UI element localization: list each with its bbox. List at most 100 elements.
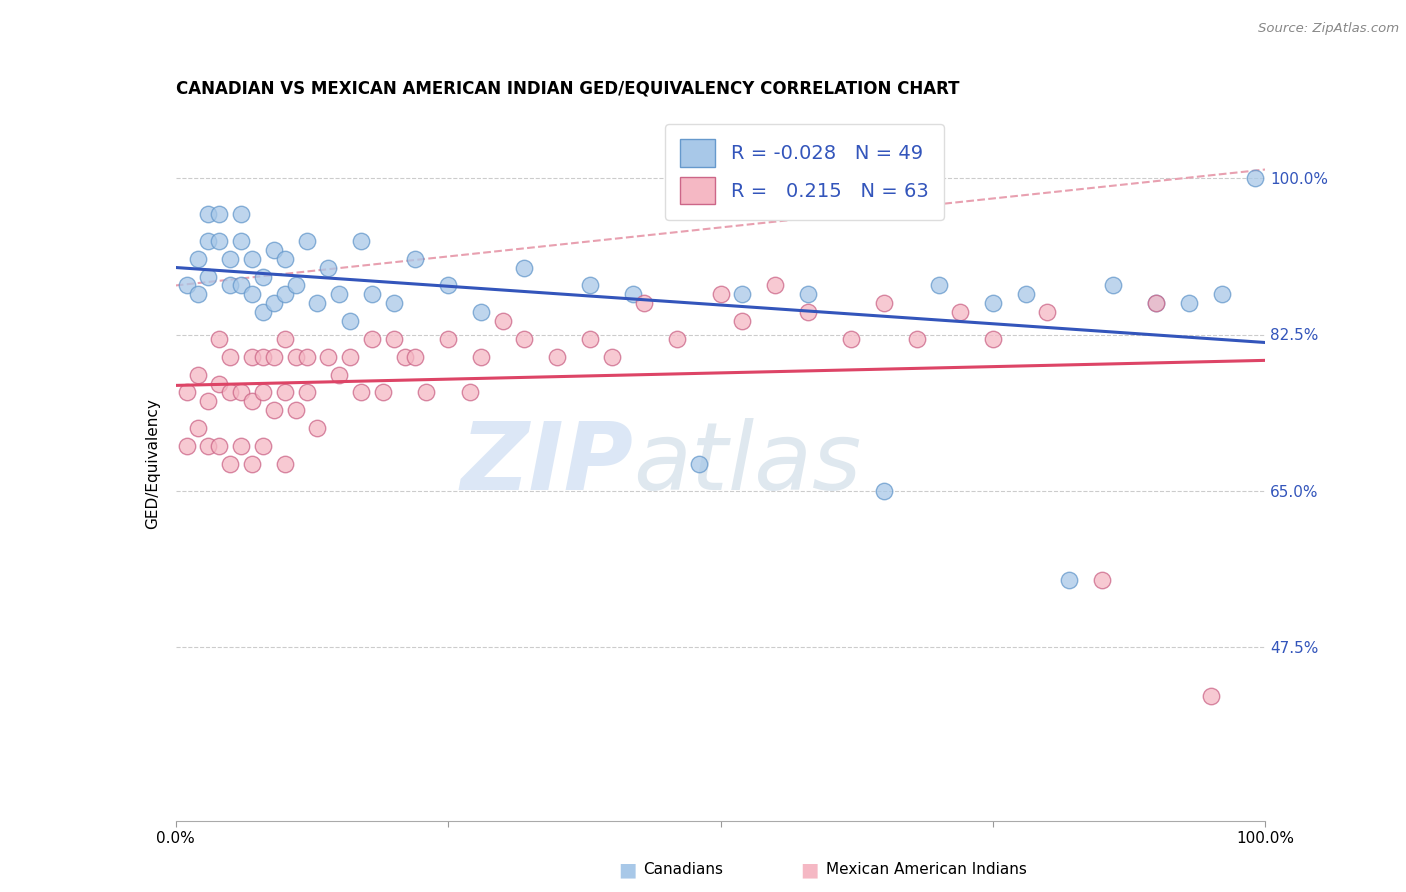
Point: [328, 287, 350, 301]
Point: [841, 332, 863, 346]
Point: [437, 332, 460, 346]
Point: [981, 296, 1004, 310]
Point: [360, 287, 382, 301]
Point: [295, 234, 318, 248]
Point: [405, 252, 427, 266]
Point: [208, 332, 231, 346]
Point: [240, 252, 263, 266]
Point: [949, 305, 972, 319]
Point: [295, 350, 318, 364]
Text: Mexican American Indians: Mexican American Indians: [825, 863, 1026, 877]
Point: [231, 278, 253, 293]
Point: [231, 234, 253, 248]
Point: [197, 207, 219, 221]
Point: [176, 278, 198, 293]
Point: [710, 287, 733, 301]
Point: [339, 350, 361, 364]
Point: [186, 368, 209, 382]
Point: [176, 439, 198, 453]
Point: [405, 350, 427, 364]
Point: [546, 350, 568, 364]
Legend: R = -0.028   N = 49, R =   0.215   N = 63: R = -0.028 N = 49, R = 0.215 N = 63: [665, 124, 945, 219]
Point: [240, 350, 263, 364]
Point: [263, 403, 285, 417]
Point: [371, 385, 394, 400]
Point: [492, 314, 515, 328]
Point: [905, 332, 928, 346]
Text: Source: ZipAtlas.com: Source: ZipAtlas.com: [1258, 22, 1399, 36]
Point: [513, 260, 536, 275]
Point: [1211, 287, 1233, 301]
Point: [208, 234, 231, 248]
Point: [197, 234, 219, 248]
Point: [382, 332, 405, 346]
Point: [197, 439, 219, 453]
Point: [1199, 689, 1222, 703]
Text: ZIP: ZIP: [461, 417, 633, 510]
Point: [252, 439, 274, 453]
Point: [796, 287, 818, 301]
Point: [796, 305, 818, 319]
Point: [1144, 296, 1167, 310]
Point: [1057, 573, 1080, 587]
Point: [284, 278, 307, 293]
Point: [231, 439, 253, 453]
Point: [360, 332, 382, 346]
Point: [1015, 287, 1038, 301]
Text: ■: ■: [800, 860, 818, 880]
Point: [219, 350, 242, 364]
Point: [350, 385, 373, 400]
Point: [186, 421, 209, 435]
Point: [240, 457, 263, 471]
Point: [394, 350, 416, 364]
Point: [688, 457, 710, 471]
Point: [307, 421, 329, 435]
Point: [928, 278, 950, 293]
Point: [621, 287, 644, 301]
Point: [274, 287, 297, 301]
Point: [513, 332, 536, 346]
Point: [263, 350, 285, 364]
Point: [1036, 305, 1059, 319]
Point: [284, 403, 307, 417]
Point: [208, 207, 231, 221]
Point: [186, 252, 209, 266]
Point: [873, 483, 896, 498]
Point: [731, 287, 754, 301]
Point: [1243, 171, 1265, 186]
Point: [318, 350, 340, 364]
Point: [263, 296, 285, 310]
Point: [284, 350, 307, 364]
Text: CANADIAN VS MEXICAN AMERICAN INDIAN GED/EQUIVALENCY CORRELATION CHART: CANADIAN VS MEXICAN AMERICAN INDIAN GED/…: [176, 79, 959, 97]
Point: [470, 350, 492, 364]
Point: [219, 457, 242, 471]
Point: [219, 385, 242, 400]
Point: [274, 457, 297, 471]
Point: [981, 332, 1004, 346]
Point: [252, 350, 274, 364]
Point: [252, 305, 274, 319]
Text: ■: ■: [617, 860, 636, 880]
Point: [219, 278, 242, 293]
Point: [318, 260, 340, 275]
Point: [458, 385, 481, 400]
Point: [307, 296, 329, 310]
Point: [252, 385, 274, 400]
Point: [1102, 278, 1125, 293]
Point: [873, 296, 896, 310]
Text: Canadians: Canadians: [643, 863, 723, 877]
Point: [1178, 296, 1201, 310]
Point: [415, 385, 437, 400]
Point: [231, 207, 253, 221]
Point: [186, 287, 209, 301]
Point: [208, 376, 231, 391]
Text: atlas: atlas: [633, 418, 862, 509]
Point: [176, 385, 198, 400]
Point: [731, 314, 754, 328]
Y-axis label: GED/Equivalency: GED/Equivalency: [145, 399, 160, 529]
Point: [339, 314, 361, 328]
Point: [328, 368, 350, 382]
Point: [470, 305, 492, 319]
Point: [633, 296, 655, 310]
Point: [240, 394, 263, 409]
